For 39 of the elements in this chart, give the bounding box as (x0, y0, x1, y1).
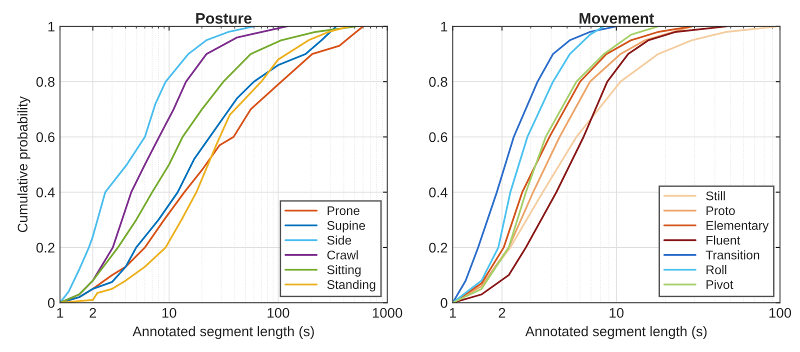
legend-label: Pivot (706, 280, 734, 289)
legend-label: Sitting (327, 265, 361, 277)
chart-title: Movement (580, 13, 654, 24)
y-tick-label: 0 (48, 298, 55, 308)
x-tick-label: 2 (90, 308, 96, 318)
chart-title: Posture (196, 13, 252, 24)
x-axis-title: Annotated segment length (s) (525, 326, 707, 340)
y-tick-label: 0.2 (36, 242, 54, 253)
x-tick-label: 100 (268, 308, 290, 318)
x-tick-label: 1000 (372, 308, 402, 318)
x-tick-label: 10 (610, 308, 624, 318)
legend-label: Still (706, 191, 725, 200)
y-tick-label: 0.4 (429, 188, 448, 198)
x-tick-label: 1 (57, 308, 64, 318)
y-tick-label: 0.6 (429, 132, 448, 142)
legend-label: Proto (706, 206, 735, 216)
legend-label: Crawl (327, 250, 358, 260)
legend-label: Side (327, 235, 352, 245)
y-tick-label: 0 (440, 298, 448, 308)
x-tick-label: 10 (162, 308, 176, 318)
y-tick-label: 0.4 (36, 188, 55, 198)
y-axis-title: Cumulative probability (17, 96, 30, 232)
legend-label: Transition (706, 250, 760, 260)
legend-label: Roll (706, 265, 726, 274)
legend-label: Elementary (706, 220, 769, 232)
y-tick-label: 0.8 (36, 77, 55, 87)
legend-label: Supine (327, 220, 366, 232)
x-tick-label: 100 (769, 308, 792, 318)
y-tick-label: 0.6 (36, 132, 55, 142)
x-tick-label: 2 (498, 308, 506, 318)
y-tick-label: 0.8 (429, 77, 448, 87)
y-tick-label: 0.2 (429, 242, 448, 253)
legend-label: Prone (328, 206, 360, 216)
y-tick-label: 1 (48, 22, 54, 32)
x-tick-label: 1 (450, 308, 456, 318)
legend-label: Fluent (706, 235, 740, 245)
x-axis-title: Annotated segment length (s) (132, 326, 314, 340)
y-tick-label: 1 (441, 22, 448, 32)
legend-label: Standing (327, 280, 376, 292)
